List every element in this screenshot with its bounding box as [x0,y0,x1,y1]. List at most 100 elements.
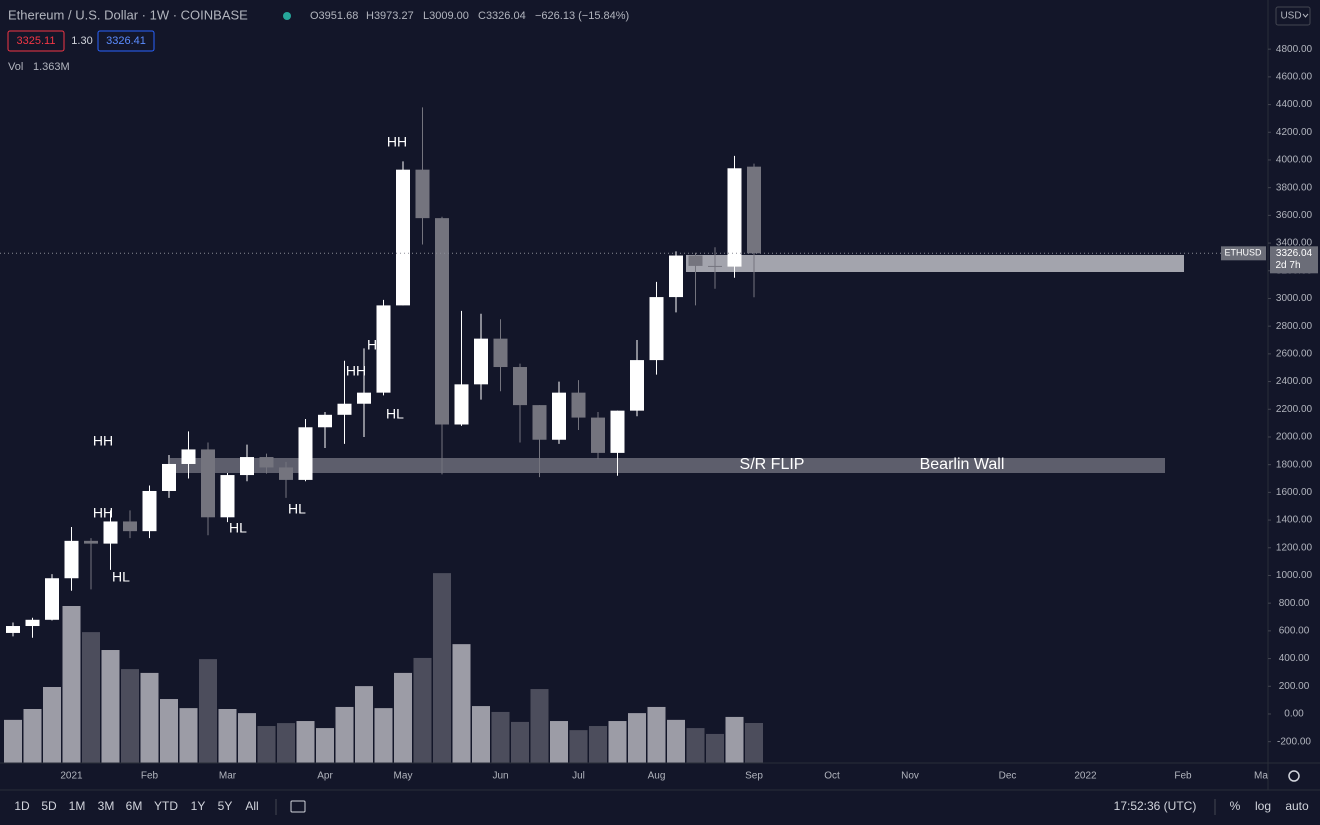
clock: 17:52:36 (UTC) [1114,799,1197,813]
volume-bar [413,657,432,763]
volume-bar [745,723,763,763]
volume-bar [394,672,412,763]
candle-body [201,449,215,518]
y-tick-label: 2200.00 [1276,404,1313,415]
range-button[interactable]: 1D [14,799,30,813]
volume-bar [62,605,81,763]
y-tick-label: 800.00 [1279,598,1310,609]
x-tick-label: Sep [745,771,763,782]
candle-body [591,417,605,453]
annotation: HL [229,520,247,536]
support-zone [170,458,1165,473]
candle-body [513,367,527,406]
compare-icon[interactable] [290,800,306,813]
y-tick-label: 4000.00 [1276,155,1313,166]
resistance-zone [686,255,1184,272]
symbol-title: Ethereum / U.S. Dollar · 1W · COINBASE [8,7,248,22]
range-button[interactable]: 6M [126,799,143,813]
volume-bar [530,689,549,763]
symbol-tag-box [1221,246,1266,261]
annotation: HL [386,406,404,422]
x-tick-label: Jul [572,771,585,782]
bid-box[interactable] [7,30,65,52]
currency-button[interactable] [1275,6,1311,26]
candle-body [649,297,664,361]
symbol-tag: ETHUSD [1224,248,1262,258]
volume-bar [374,708,393,763]
range-button[interactable]: 5D [41,799,57,813]
candle-body [454,384,469,425]
candle-body [25,619,40,627]
y-tick-label: 2000.00 [1276,432,1313,443]
volume-bar [608,721,627,763]
candle-body [84,540,98,544]
ohlc-change: −626.13 (−15.84%) [535,10,629,22]
volume-bar [725,716,744,763]
x-tick-label: Oct [824,771,840,782]
candle-body [240,457,254,476]
countdown: 2d 7h [1275,260,1300,271]
volume-bar [218,709,237,763]
candle-body [123,521,137,532]
currency-caret [1302,13,1309,18]
volume-bar [355,686,373,763]
ask-box[interactable] [97,30,155,52]
range-button[interactable]: 1Y [191,799,206,813]
volume-value: 1.363M [33,61,70,73]
y-tick-label: 4200.00 [1276,127,1313,138]
x-tick-label: 2022 [1074,771,1097,782]
annotation: HL [288,501,306,517]
volume-bar [23,709,42,763]
candle-body [552,392,566,440]
annotation: HH [346,363,366,379]
y-tick-label: 400.00 [1279,653,1310,664]
candle-body [279,467,293,480]
volume-bar [140,672,159,763]
volume-bar [511,721,529,763]
x-tick-label: 2021 [60,771,83,782]
scale-button[interactable]: log [1255,799,1271,813]
x-tick-label: Apr [317,771,333,782]
toolbar: 17:52:36 (UTC) % log auto 1D 5D 1M 3M 6M YTD 1… [14,799,1309,815]
volume-bar [82,632,100,763]
x-tick-label: Aug [648,771,666,782]
volume-bar [277,723,295,763]
range-button[interactable]: 1M [69,799,86,813]
y-tick-label: 4600.00 [1276,72,1313,83]
currency[interactable]: USD [1280,11,1301,22]
range-button[interactable]: 5Y [218,799,233,813]
scale-button[interactable]: auto [1285,799,1309,813]
scale-button[interactable]: % [1230,799,1241,813]
candle-body [45,578,59,620]
candle-body [415,169,430,219]
candle-body [357,392,371,404]
y-tick-label: 4400.00 [1276,99,1313,110]
candle-body [396,169,410,306]
bid-price[interactable]: 3325.11 [17,35,56,47]
annotations: HH HH HL HL HL HH H HL HH S/R FLIP Bearl… [93,134,1005,585]
range-button[interactable]: All [245,799,258,813]
market-status [283,12,291,20]
ask-price[interactable]: 3326.41 [106,35,146,47]
candle-body [571,392,586,418]
volume-bar [452,644,471,763]
y-tick-label: 0.00 [1284,709,1304,720]
y-tick-label: 1800.00 [1276,459,1313,470]
x-tick-label: Jun [492,771,508,782]
range-button[interactable]: 3M [98,799,115,813]
candle-body [474,338,488,385]
x-tick-label: Feb [141,771,159,782]
y-tick-label: 2600.00 [1276,349,1313,360]
candle-body [337,403,352,415]
candle-body [181,449,196,464]
y-tick-label: 4800.00 [1276,44,1313,55]
x-tick-label: Mar [219,771,237,782]
volume-bar [686,728,705,763]
range-button[interactable]: YTD [154,799,178,813]
zone-label: S/R FLIP [740,456,805,473]
annotation: HH [387,134,407,150]
ohlc-low: L3009.00 [423,10,469,22]
settings-icon[interactable] [1288,770,1300,782]
